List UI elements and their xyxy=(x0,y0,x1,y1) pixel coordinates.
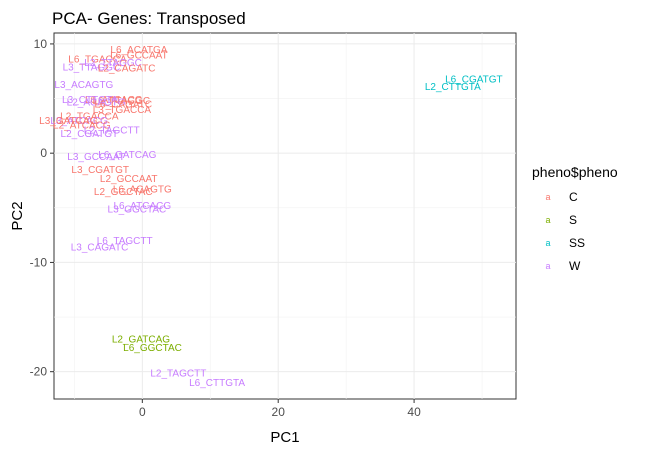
point-label: L2_CTTGTA xyxy=(425,82,481,93)
point-label: L2_TTAGGC xyxy=(84,58,142,69)
point-label: L6_TAGCTT xyxy=(97,236,153,247)
point-label: L6_ACATGA xyxy=(110,45,167,56)
legend: pheno$pheno a Ca Sa SSa W xyxy=(532,164,618,273)
point-label: L6_ACAGTG xyxy=(113,185,172,196)
point-label: L6_CAGATC xyxy=(94,100,152,111)
legend-key: a xyxy=(545,261,550,271)
legend-label: S xyxy=(569,213,577,227)
x-axis-title: PC1 xyxy=(270,429,299,446)
point-label: L6_ATCACG xyxy=(85,95,143,106)
point-label: L6_GGCTAC xyxy=(123,343,182,354)
point-label: L3_GGCTAC xyxy=(108,204,167,215)
y-tick-label: -20 xyxy=(30,365,48,379)
point-label: L3_TGACCA xyxy=(93,105,152,116)
point-label: L3_GATCAG xyxy=(39,116,97,127)
legend-key: a xyxy=(545,215,550,225)
point-labels-layer: L6_ACATGAL6_GCCAATL6_TGACCAL2_TTAGGCL3_T… xyxy=(39,45,502,389)
chart-title: PCA- Genes: Transposed xyxy=(52,9,246,28)
point-label: L2_CAGATC xyxy=(98,63,156,74)
point-label: L6_TTAGGC xyxy=(92,96,150,107)
y-axis-title: PC2 xyxy=(9,201,26,230)
point-label: L2_TAGCTT xyxy=(150,368,206,379)
point-label: L2_ATCACG xyxy=(53,120,111,131)
point-label: L2_ACAGTG xyxy=(67,97,126,108)
y-tick-label: -10 xyxy=(30,255,48,269)
x-tick-label: 20 xyxy=(272,405,286,419)
minor-gridlines xyxy=(54,33,516,399)
x-axis-ticks: 0 20 40 xyxy=(139,399,421,419)
point-label: L3_CTTGTA xyxy=(62,95,118,106)
point-label: L2_GGCTAC xyxy=(94,187,153,198)
legend-key: a xyxy=(545,192,550,202)
legend-label: C xyxy=(569,190,578,204)
x-tick-label: 40 xyxy=(407,405,421,419)
point-label: L3_ATCACG xyxy=(50,116,108,127)
legend-label: W xyxy=(569,259,581,273)
point-label: L3_CAGATC xyxy=(71,243,129,254)
legend-title: pheno$pheno xyxy=(532,164,618,180)
plot-panel xyxy=(53,32,517,400)
point-label: L2_TAGCTT xyxy=(84,126,140,137)
point-label: L6_TGACCA xyxy=(68,55,127,66)
point-label: L3_GCCAAT xyxy=(67,152,125,163)
point-label: L3_TTAGGC xyxy=(63,62,121,73)
point-label: L2_GATCAG xyxy=(112,334,170,345)
y-axis-ticks: 10 0 -10 -20 xyxy=(30,37,54,379)
point-label: L6_CTTGTA xyxy=(189,378,245,389)
y-tick-label: 0 xyxy=(40,146,47,160)
x-tick-label: 0 xyxy=(139,405,146,419)
major-gridlines xyxy=(54,33,516,399)
point-label: L6_CGATGT xyxy=(445,74,503,85)
legend-item: a SS xyxy=(545,236,585,250)
point-label: L6_GCCAAT xyxy=(110,50,168,61)
point-label: L6_GATCAG xyxy=(98,150,156,161)
point-label: L2_CGATGT xyxy=(61,129,119,140)
y-tick-label: 10 xyxy=(34,37,48,51)
point-label: L6_ATCACG xyxy=(114,201,172,212)
point-label: L2_TGACCA xyxy=(60,112,119,123)
point-label: L3_ACAGTG xyxy=(54,80,113,91)
legend-label: SS xyxy=(569,236,585,250)
point-label: L2_GCCAAT xyxy=(100,174,158,185)
point-label: L3_CGATGT xyxy=(71,165,129,176)
legend-key: a xyxy=(545,238,550,248)
